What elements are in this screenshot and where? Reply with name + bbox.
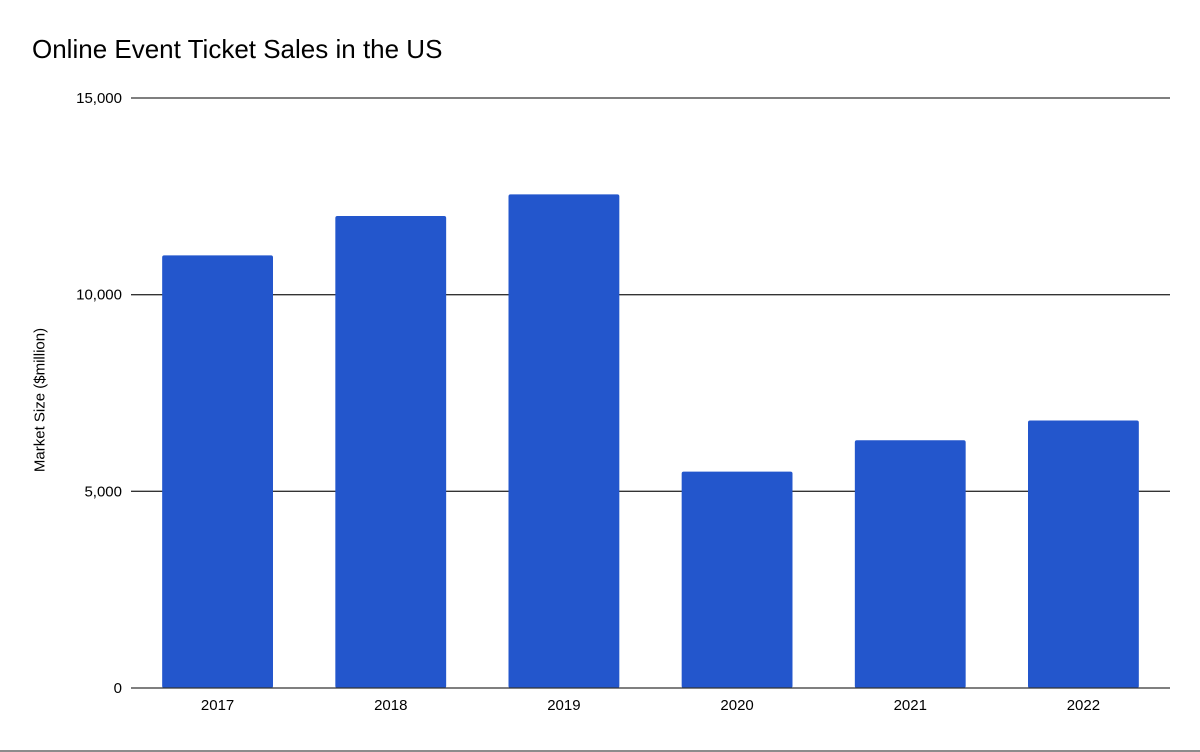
bar-2020 — [681, 471, 793, 688]
x-tick-label: 2021 — [894, 697, 927, 714]
bar-2022 — [1028, 420, 1139, 688]
bar-2018 — [335, 216, 447, 688]
tick-labels: 0 5,000 10,000 15,000 2017 2018 2019 2020 2021 20… — [76, 90, 1100, 714]
y-tick-label: 5,000 — [84, 483, 122, 500]
x-tick-label: 2020 — [720, 697, 753, 714]
gridlines — [131, 97, 1170, 492]
x-tick-label: 2022 — [1067, 697, 1100, 714]
bar-2019 — [508, 194, 620, 688]
y-tick-label: 10,000 — [76, 287, 122, 304]
bars — [162, 194, 1139, 689]
x-tick-label: 2018 — [374, 697, 407, 714]
chart-title: Online Event Ticket Sales in the US — [32, 34, 443, 64]
x-tick-label: 2017 — [201, 697, 234, 714]
bottom-divider — [0, 750, 1200, 752]
y-tick-label: 0 — [114, 680, 122, 697]
y-tick-label: 15,000 — [76, 90, 122, 107]
bar-2021 — [854, 440, 966, 688]
bar-2017 — [162, 255, 273, 689]
x-tick-label: 2019 — [547, 697, 580, 714]
